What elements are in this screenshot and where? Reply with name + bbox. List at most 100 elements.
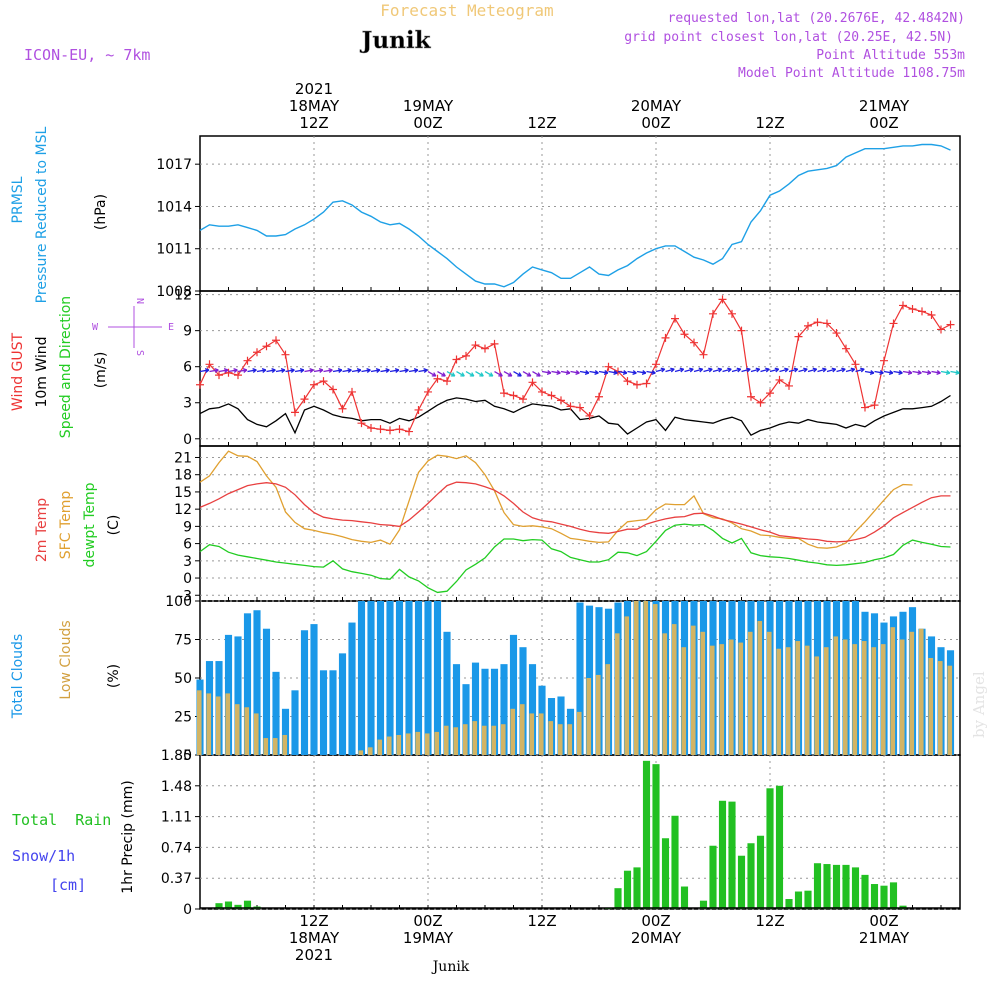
wind-gust-point (300, 395, 309, 404)
temp-tick-label: 21 (174, 450, 192, 466)
low-cloud-bar (557, 724, 563, 755)
wind-arrow-head (479, 372, 484, 377)
wind-arrow-head (746, 367, 751, 373)
wind-arrow-head (469, 372, 475, 377)
wind-arrow-head (556, 370, 561, 375)
total-cloud-bar (386, 601, 394, 755)
temp-dew-label: dewpt Temp (82, 482, 98, 567)
wind-arrow (418, 369, 428, 373)
time-label-bottom: 19MAY (403, 929, 454, 947)
wind-gust-point (224, 368, 233, 377)
wind-gust-point (557, 396, 565, 405)
wind-arrow (921, 370, 931, 374)
wind-arrow (465, 370, 475, 377)
wind-arrow-head (204, 368, 210, 373)
wind-gust-point (329, 385, 337, 394)
low-cloud-bar (472, 721, 478, 755)
wind-arrow-head (546, 370, 552, 375)
wind-gust-point (870, 401, 879, 410)
wind-arrow (741, 368, 751, 373)
wind-arrow-head (431, 372, 437, 377)
clouds-tick-label: 0 (183, 748, 192, 764)
low-cloud-bar (804, 645, 810, 755)
wind-arrow-head (689, 367, 694, 373)
wind-gust-point (861, 403, 869, 412)
wind-arrow-head (423, 368, 428, 373)
clouds-tick-label: 75 (174, 633, 192, 649)
compass-n: N (134, 298, 145, 304)
rain-bar (804, 890, 812, 909)
wind-gust-point (395, 425, 404, 434)
temp-tick-label: 0 (183, 571, 192, 587)
low-cloud-bar (386, 736, 392, 755)
wind-arrow-head (594, 370, 599, 375)
rain-bar (215, 903, 223, 909)
wind-gust-point (699, 350, 708, 359)
low-cloud-bar (719, 644, 725, 755)
low-cloud-bar (842, 639, 848, 755)
total-cloud-bar (357, 601, 366, 755)
wind-gust-point (908, 305, 917, 314)
wind-direction-arrows (199, 367, 960, 377)
wind-arrow-head (651, 370, 656, 375)
wind-arrow (389, 369, 399, 373)
time-label-bottom: 18MAY (289, 929, 340, 947)
wind-arrow-head (879, 370, 884, 375)
wind-gust-point (205, 360, 214, 369)
wind-tick-label: 3 (183, 396, 192, 412)
wind-gust-point (927, 311, 936, 320)
time-label-top: 00Z (641, 114, 670, 132)
low-cloud-bar (833, 636, 839, 755)
clouds-tick-label: 100 (165, 594, 192, 610)
rain-bar (775, 785, 784, 909)
footer-location: Junik (431, 959, 470, 975)
time-label-bottom: 21MAY (859, 929, 910, 947)
total-cloud-bar (414, 601, 423, 755)
precip-label: Total Rain Snow/1h [cm] 1hr Precip (mm) (12, 780, 136, 894)
low-cloud-bar (738, 642, 744, 755)
snow-unit-label: [cm] (50, 876, 86, 894)
low-cloud-bar (263, 738, 269, 755)
wind-arrow-head (613, 370, 618, 375)
wind-arrow-head (831, 367, 837, 373)
wind-arrow (560, 370, 570, 374)
wind-arrow (788, 368, 798, 373)
low-cloud-bar (443, 725, 449, 755)
wind-arrow-head (955, 370, 960, 375)
low-cloud-bar (282, 734, 288, 755)
wind-gust-point (642, 379, 651, 388)
rain-bar (747, 843, 755, 909)
wind-gust-point (262, 342, 271, 351)
wind-arrow-head (337, 368, 343, 373)
wind-gust-point (452, 355, 461, 364)
wind-gust-point (756, 398, 765, 407)
wind-arrow (931, 370, 941, 374)
pressure-label: PRMSL Pressure Reduced to MSL (hPa) (10, 126, 109, 303)
time-label-bottom: 00Z (641, 912, 670, 930)
wind-arrow-head (280, 368, 286, 373)
rain-bar (832, 864, 841, 909)
precip-tick-label: 0.74 (161, 840, 192, 856)
total-cloud-bar (319, 670, 328, 755)
wind-arrow (294, 369, 304, 373)
wind-tick-label: 9 (183, 324, 192, 340)
wind-arrow (332, 369, 342, 373)
low-cloud-bar (586, 678, 592, 755)
low-cloud-bar (747, 631, 753, 755)
wind-gust-point (566, 402, 575, 411)
low-cloud-bar (785, 647, 791, 755)
wind-arrow-head (812, 367, 818, 373)
wind-gust-point (576, 403, 584, 412)
compass-s: S (134, 350, 145, 356)
wind-arrow (456, 370, 465, 377)
wind-arrow-head (793, 367, 799, 373)
low-cloud-bar (377, 739, 383, 755)
wind-gust-label: Wind GUST (10, 332, 26, 411)
wind-arrow (665, 368, 675, 373)
wind-arrow (855, 368, 865, 373)
low-cloud-bar (367, 747, 373, 755)
wind-arrow (617, 370, 627, 374)
rain-bar (842, 864, 850, 909)
wind-arrow (874, 370, 884, 374)
wind-gust-point (357, 419, 366, 428)
